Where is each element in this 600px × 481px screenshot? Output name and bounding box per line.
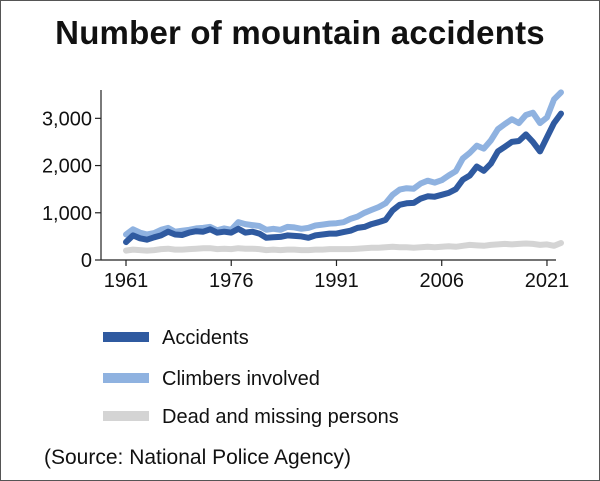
- source-note: (Source: National Police Agency): [44, 446, 351, 469]
- legend-label: Climbers involved: [162, 368, 320, 390]
- legend-label: Accidents: [162, 327, 249, 349]
- axes: 0 1,000 2,000 3,000 1961 1976 1991 2006 2021: [42, 90, 569, 292]
- legend-swatch: [103, 373, 149, 383]
- x-tick-label: 1976: [209, 270, 254, 292]
- legend-swatch: [103, 332, 149, 342]
- x-tick-label: 2006: [419, 270, 464, 292]
- series-line-climbers-involved: [123, 89, 564, 238]
- series-line-accidents: [123, 110, 564, 246]
- series-lines: [123, 89, 564, 254]
- x-tick-label: 2021: [525, 270, 570, 292]
- x-tick-label: 1991: [314, 270, 359, 292]
- y-tick-label: 2,000: [42, 156, 92, 178]
- y-tick-label: 0: [81, 250, 92, 272]
- x-tick-label: 1961: [104, 270, 149, 292]
- series-line-dead-and-missing-persons: [123, 240, 564, 254]
- legend: Accidents Climbers involved Dead and missi…: [103, 327, 399, 428]
- legend-swatch: [103, 411, 149, 421]
- chart-title: Number of mountain accidents: [55, 14, 545, 51]
- legend-label: Dead and missing persons: [162, 406, 399, 428]
- y-tick-label: 1,000: [42, 203, 92, 225]
- y-tick-label: 3,000: [42, 108, 92, 130]
